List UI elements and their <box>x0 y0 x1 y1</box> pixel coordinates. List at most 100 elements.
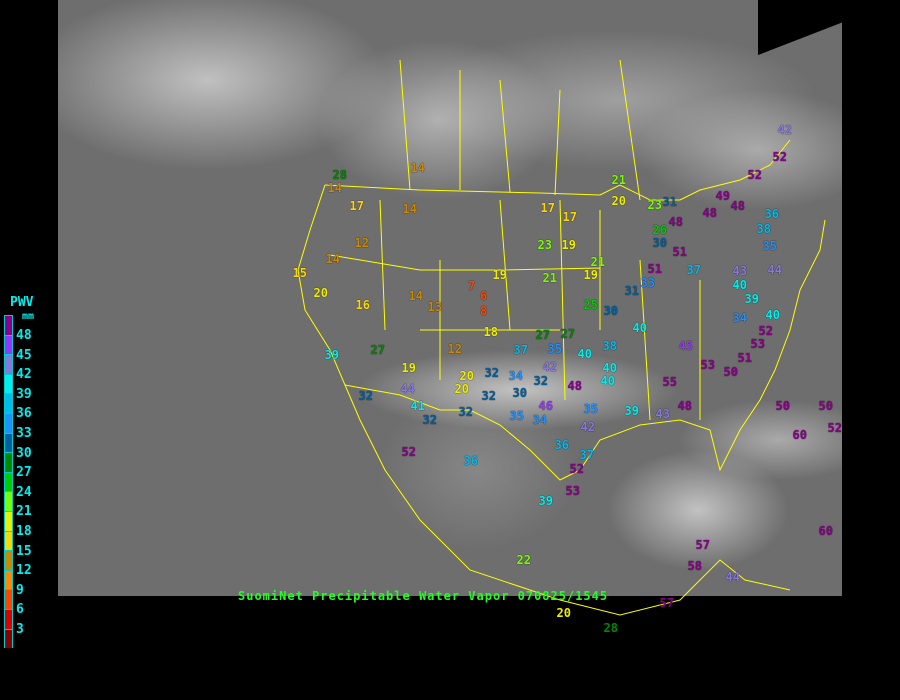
station-pwv-value: 37 <box>579 447 594 462</box>
station-pwv-value: 26 <box>652 222 667 237</box>
station-pwv-value: 51 <box>672 244 687 259</box>
station-pwv-value: 43 <box>655 406 670 421</box>
station-pwv-value: 40 <box>732 277 747 292</box>
station-pwv-value: 52 <box>401 444 416 459</box>
station-pwv-value: 38 <box>602 338 617 353</box>
station-pwv-value: 20 <box>459 368 474 383</box>
station-pwv-value: 17 <box>349 198 364 213</box>
legend-label: 39 <box>16 386 32 402</box>
legend-unit: mm <box>22 311 35 322</box>
station-pwv-value: 36 <box>764 206 779 221</box>
legend-label: 33 <box>16 426 32 441</box>
station-pwv-value: 58 <box>687 558 702 573</box>
station-pwv-value: 27 <box>370 342 385 357</box>
station-pwv-value: 32 <box>533 373 548 388</box>
legend-swatch <box>4 315 13 335</box>
station-pwv-value: 19 <box>492 267 507 282</box>
legend-label: 15 <box>16 543 32 559</box>
legend-swatch <box>4 334 13 355</box>
station-pwv-value: 52 <box>747 167 762 182</box>
station-pwv-value: 40 <box>765 307 780 322</box>
station-pwv-value: 51 <box>737 350 752 365</box>
station-pwv-value: 60 <box>818 523 833 538</box>
station-pwv-value: 34 <box>532 412 547 427</box>
legend-label: 3 <box>16 622 24 637</box>
station-pwv-value: 14 <box>327 180 342 195</box>
station-pwv-value: 53 <box>750 336 765 351</box>
station-pwv-value: 48 <box>730 198 745 213</box>
gulf-coast <box>579 219 826 472</box>
legend-swatch <box>4 412 13 433</box>
station-pwv-value: 42 <box>580 419 595 434</box>
station-pwv-value: 31 <box>624 283 639 298</box>
station-pwv-value: 14 <box>410 160 425 175</box>
station-pwv-value: 30 <box>652 235 667 250</box>
station-pwv-value: 48 <box>567 378 582 393</box>
station-pwv-value: 39 <box>744 291 759 306</box>
state-lines <box>329 199 701 421</box>
station-pwv-value: 44 <box>400 381 415 396</box>
station-pwv-value: 23 <box>537 237 552 252</box>
station-pwv-value: 12 <box>447 341 462 356</box>
legend-swatch <box>4 393 13 413</box>
station-pwv-value: 21 <box>611 172 626 187</box>
legend-label: 30 <box>16 445 32 461</box>
station-pwv-value: 14 <box>408 288 423 303</box>
us-mexico-border <box>344 384 581 481</box>
station-pwv-value: 50 <box>818 398 833 413</box>
station-pwv-value: 44 <box>767 262 782 277</box>
canada-provinces <box>399 59 641 201</box>
station-pwv-value: 30 <box>603 303 618 318</box>
station-pwv-value: 38 <box>756 221 771 236</box>
station-pwv-value: 39 <box>324 347 339 362</box>
color-legend <box>4 315 13 649</box>
legend-swatch <box>4 510 13 531</box>
station-pwv-value: 48 <box>702 205 717 220</box>
legend-label: 48 <box>16 328 32 343</box>
station-pwv-value: 40 <box>577 346 592 361</box>
station-pwv-value: 53 <box>565 483 580 498</box>
legend-label: 24 <box>16 484 32 500</box>
station-pwv-value: 23 <box>647 197 662 212</box>
station-pwv-value: 42 <box>542 359 557 374</box>
station-pwv-value: 25 <box>583 297 598 312</box>
station-pwv-value: 22 <box>516 552 531 567</box>
station-pwv-value: 35 <box>583 401 598 416</box>
station-pwv-value: 60 <box>792 427 807 442</box>
station-pwv-value: 52 <box>758 323 773 338</box>
station-pwv-value: 52 <box>772 149 787 164</box>
station-pwv-value: 32 <box>358 388 373 403</box>
station-pwv-value: 31 <box>662 194 677 209</box>
station-pwv-value: 28 <box>603 620 618 635</box>
station-pwv-value: 52 <box>569 461 584 476</box>
station-pwv-value: 27 <box>535 327 550 342</box>
legend-swatch <box>4 608 13 629</box>
station-pwv-value: 37 <box>686 262 701 277</box>
station-pwv-value: 32 <box>484 365 499 380</box>
station-pwv-value: 19 <box>401 360 416 375</box>
legend-swatch <box>4 569 13 590</box>
us-canada-border <box>324 139 791 201</box>
station-pwv-value: 32 <box>481 388 496 403</box>
legend-swatch <box>4 432 13 453</box>
legend-label: 9 <box>16 582 24 598</box>
station-pwv-value: 55 <box>662 374 677 389</box>
station-pwv-value: 7 <box>468 278 476 293</box>
station-pwv-value: 27 <box>560 326 575 341</box>
station-pwv-value: 20 <box>454 381 469 396</box>
station-pwv-value: 13 <box>427 299 442 314</box>
legend-swatch <box>4 354 13 374</box>
station-pwv-value: 44 <box>725 569 740 584</box>
station-pwv-value: 40 <box>600 373 615 388</box>
station-pwv-value: 21 <box>542 270 557 285</box>
station-pwv-value: 21 <box>590 254 605 269</box>
pacific-coast <box>297 184 791 616</box>
station-pwv-value: 50 <box>775 398 790 413</box>
legend-title: PWV <box>10 295 34 310</box>
station-pwv-value: 40 <box>632 320 647 335</box>
legend-swatch <box>4 373 13 394</box>
station-pwv-value: 20 <box>556 605 571 620</box>
station-pwv-value: 57 <box>659 595 674 610</box>
station-pwv-value: 6 <box>480 288 488 303</box>
station-pwv-value: 32 <box>458 404 473 419</box>
